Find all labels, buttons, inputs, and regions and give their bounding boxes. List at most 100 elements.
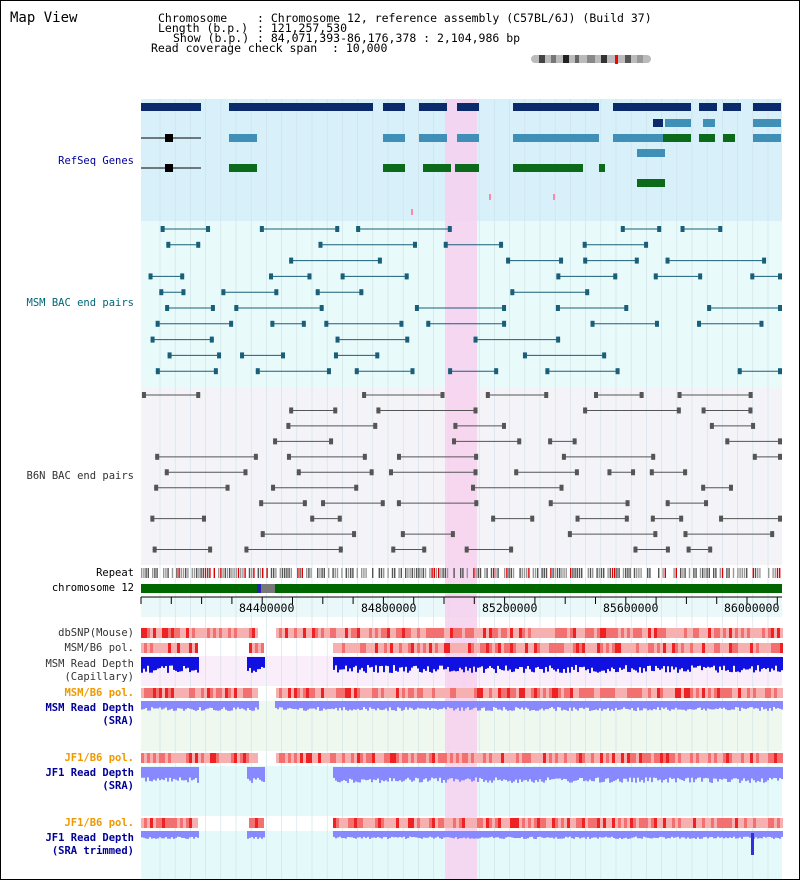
polymorphism-cell (366, 643, 369, 653)
read-depth-bar (563, 831, 565, 839)
read-depth-bar (693, 657, 695, 668)
polymorphism-cell (573, 818, 576, 828)
msm-bac-pair-end (405, 336, 410, 343)
read-depth-bar (679, 767, 681, 780)
polymorphism-cell (441, 643, 444, 653)
polymorphism-cell (396, 628, 399, 638)
repeat-element (152, 568, 154, 578)
repeat-element (411, 568, 413, 578)
polymorphism-cell (330, 628, 333, 638)
polymorphism-cell (390, 628, 393, 638)
polymorphism-cell (522, 628, 525, 638)
read-depth-bar (743, 831, 745, 837)
polymorphism-cell (747, 818, 750, 828)
repeat-element (191, 568, 193, 578)
read-depth-bar (193, 767, 195, 780)
track-label-jf1-trimmed[interactable]: JF1 Read Depth (45, 832, 134, 844)
read-depth-bar (691, 767, 693, 778)
polymorphism-cell (216, 753, 219, 763)
read-depth-bar (673, 701, 675, 710)
polymorphism-cell (525, 753, 528, 763)
read-depth-bar (725, 657, 727, 671)
read-depth-bar (741, 701, 743, 708)
track-label-msm-pol-2[interactable]: MSM/B6 pol. (64, 687, 134, 699)
read-depth-bar (197, 701, 199, 711)
read-depth-bar (479, 831, 481, 839)
msm-bac-pair-end (620, 226, 625, 232)
read-depth-bar (647, 657, 649, 666)
read-depth-bar (369, 831, 371, 839)
read-depth-bar (403, 831, 405, 837)
repeat-element (633, 568, 636, 578)
polymorphism-cell (600, 628, 603, 638)
read-depth-bar (521, 767, 523, 782)
track-label-repeat[interactable]: Repeat (96, 567, 134, 579)
track-label-refseq[interactable]: RefSeq Genes (58, 155, 134, 167)
read-depth-bar (415, 831, 417, 838)
repeat-element (299, 568, 301, 578)
chromosome-ideogram[interactable] (529, 53, 655, 65)
repeat-element (229, 568, 231, 578)
polymorphism-cell (606, 688, 609, 698)
repeat-element (490, 568, 493, 578)
track-label-chromosome[interactable]: chromosome 12 (51, 582, 134, 594)
polymorphism-cell (435, 643, 438, 653)
track-label-msm-pol-1[interactable]: MSM/B6 pol. (64, 642, 134, 654)
repeat-element (407, 568, 409, 578)
read-depth-bar (495, 657, 497, 673)
read-depth-bar (625, 767, 627, 779)
b6n-bac-pair-end (296, 469, 301, 476)
b6n-bac-pair-end (373, 422, 378, 429)
b6n-bac-pair-end (561, 453, 566, 460)
polymorphism-cell (714, 628, 717, 638)
polymorphism-cell (621, 818, 624, 828)
read-depth-bar (407, 767, 409, 778)
track-label-msm-bac[interactable]: MSM BAC end pairs (26, 297, 134, 309)
track-label-b6n-bac[interactable]: B6N BAC end pairs (26, 470, 134, 482)
polymorphism-cell (414, 688, 417, 698)
polymorphism-cell (354, 818, 357, 828)
read-depth-bar (755, 657, 757, 671)
read-depth-bar (183, 701, 185, 711)
track-label-dbsnp[interactable]: dbSNP(Mouse) (58, 627, 134, 639)
read-depth-bar (185, 767, 187, 781)
read-depth-bar (425, 657, 427, 671)
read-depth-bar (739, 657, 741, 673)
repeat-element (222, 568, 224, 578)
repeat-element (743, 568, 746, 578)
read-depth-bar (617, 701, 619, 711)
read-depth-bar (429, 657, 431, 672)
track-label-jf1-depth[interactable]: JF1 Read Depth (45, 767, 134, 779)
polymorphism-cell (642, 818, 645, 828)
read-depth-bar (721, 767, 723, 780)
repeat-element (453, 568, 455, 578)
read-depth-bar (687, 767, 689, 778)
read-depth-bar (441, 657, 443, 666)
gene-feature (599, 164, 605, 172)
gene-feature (411, 209, 413, 215)
read-depth-bar (479, 767, 481, 778)
read-depth-bar (551, 657, 553, 669)
track-label-msm-depth-capillary[interactable]: MSM Read Depth (45, 658, 134, 670)
polymorphism-cell (213, 753, 216, 763)
read-depth-bar (161, 831, 163, 839)
polymorphism-cell (669, 688, 672, 698)
read-depth-bar (515, 831, 517, 839)
read-depth-bar (421, 701, 423, 709)
read-depth-bar (745, 831, 747, 837)
track-label-msm-depth-sra[interactable]: MSM Read Depth (45, 702, 134, 714)
polymorphism-cell (639, 818, 642, 828)
polymorphism-cell (723, 688, 726, 698)
read-depth-bar (595, 831, 597, 838)
polymorphism-cell (360, 688, 363, 698)
polymorphism-cell (240, 628, 243, 638)
read-depth-bar (593, 831, 595, 838)
read-depth-bar (171, 767, 173, 782)
read-depth-bar (493, 701, 495, 708)
track-label-jf1-pol-1[interactable]: JF1/B6 pol. (64, 752, 134, 764)
track-features[interactable] (140, 103, 783, 855)
track-label-jf1-pol-2[interactable]: JF1/B6 pol. (64, 817, 134, 829)
read-depth-bar (549, 657, 551, 666)
msm-bac-pair-end (377, 257, 382, 264)
